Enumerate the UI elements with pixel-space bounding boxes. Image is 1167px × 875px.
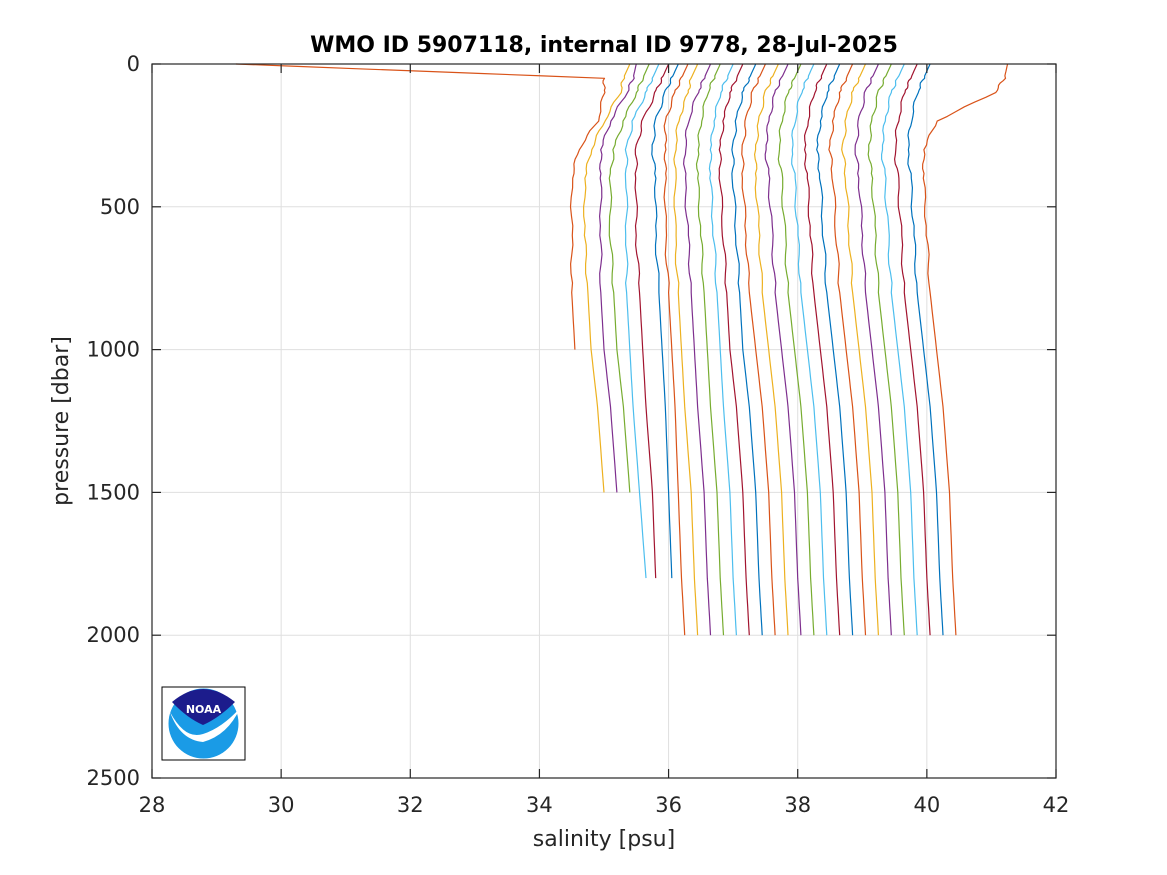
salinity-profile-9 [673,63,699,636]
y-tick-label: 1500 [87,480,140,504]
salinity-profile-28 [907,63,944,636]
x-tick-labels: 28 30 32 34 36 38 40 42 [139,793,1070,817]
x-tick-label: 30 [268,793,295,817]
x-tick-label: 28 [139,793,166,817]
x-tick-label: 38 [784,793,811,817]
x-tick-label: 42 [1043,793,1070,817]
salinity-profile-18 [777,63,815,636]
salinity-profile-15 [741,63,776,636]
x-tick-label: 40 [913,793,940,817]
salinity-profile-1 [235,63,606,350]
salinity-profile-13 [718,63,750,636]
salinity-profile-25 [867,63,905,636]
y-tick-label: 500 [100,195,140,219]
salinity-profile-12 [708,63,737,636]
salinity-profile-2 [583,63,631,493]
y-tick-label: 1000 [87,338,140,362]
salinity-profile-26 [881,63,918,636]
salinity-profile-24 [854,63,892,636]
salinity-profile-14 [731,63,763,636]
salinity-profile-5 [624,63,660,579]
salinity-profile-10 [683,63,712,636]
salinity-profile-23 [841,63,879,636]
logo-bird-top [172,689,235,725]
salinity-profile-8 [663,63,689,636]
y-tick-label: 2500 [87,766,140,790]
salinity-profile-29 [922,63,1009,636]
noaa-logo: NOAA [161,686,246,761]
axis-ticks [151,63,1057,779]
salinity-profile-20 [804,63,841,636]
x-tick-label: 36 [655,793,682,817]
salinity-profile-27 [894,63,931,636]
salinity-profile-19 [791,63,828,636]
salinity-profile-3 [599,63,637,493]
profiles [235,63,1009,636]
salinity-profile-4 [608,63,650,493]
salinity-profile-6 [634,63,670,579]
salinity-profile-7 [651,63,679,579]
salinity-profile-21 [816,63,854,636]
plot-frame [151,63,1057,779]
salinity-profile-22 [828,63,867,636]
y-axis-label: pressure [dbar] [49,336,74,506]
logo-wave [170,708,240,742]
x-tick-label: 34 [526,793,553,817]
y-tick-label: 0 [127,52,140,76]
salinity-profile-11 [695,63,725,636]
salinity-profile-17 [764,63,802,636]
logo-text: NOAA [186,703,222,716]
y-tick-labels: 0 500 1000 1500 2000 2500 [87,52,140,790]
y-tick-label: 2000 [87,623,140,647]
salinity-profile-16 [754,63,789,636]
x-axis-label: salinity [psu] [533,827,675,852]
chart-title: WMO ID 5907118, internal ID 9778, 28-Jul… [310,33,898,58]
x-tick-label: 32 [397,793,424,817]
